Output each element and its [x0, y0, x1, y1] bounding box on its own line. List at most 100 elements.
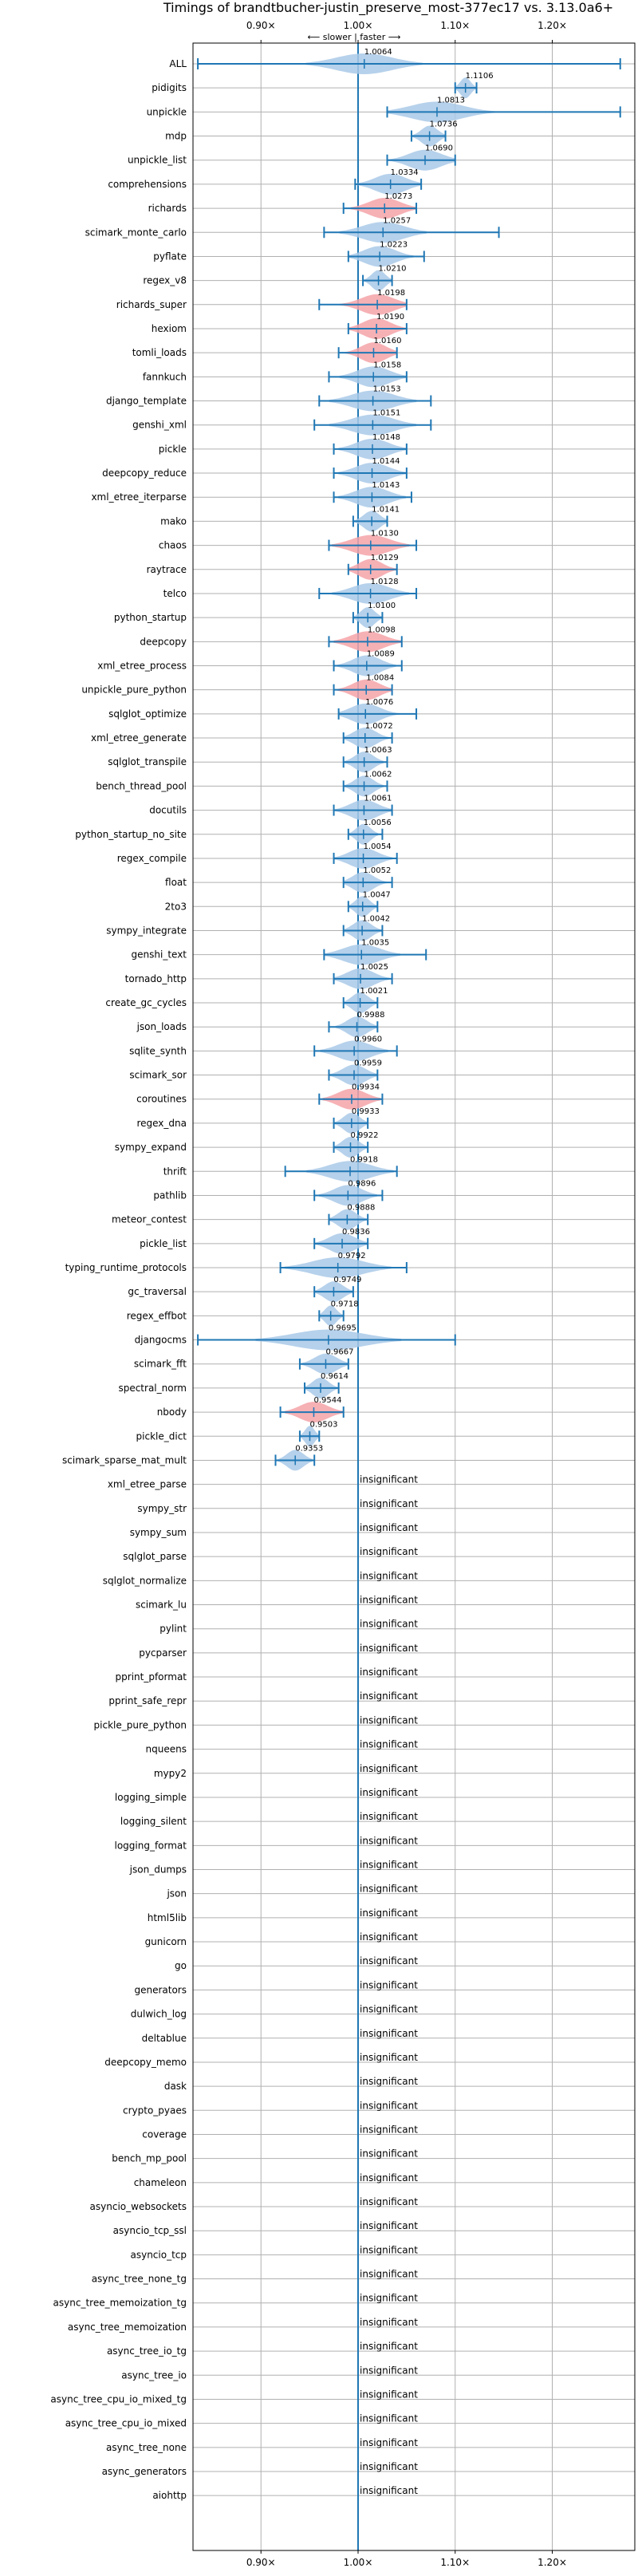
benchmark-label: pidigits [152, 82, 187, 93]
ratio-data-label: 1.0072 [365, 722, 393, 731]
benchmark-label: comprehensions [108, 179, 187, 190]
insignificant-label: insignificant [360, 2461, 418, 2472]
benchmark-label: async_tree_none_tg [92, 2274, 187, 2285]
insignificant-label: insignificant [360, 1619, 418, 1630]
ratio-data-label: 1.0061 [364, 795, 392, 803]
ratio-data-label: 1.0052 [363, 866, 391, 875]
x-tick-label-bottom: 1.20× [538, 2557, 567, 2568]
benchmark-label: pycparser [139, 1647, 187, 1659]
ratio-data-label: 1.0223 [380, 240, 408, 249]
benchmark-label: deepcopy [140, 636, 187, 647]
benchmark-label: html5lib [148, 1912, 187, 1923]
insignificant-label: insignificant [360, 2076, 418, 2087]
ratio-data-label: 1.0063 [364, 746, 392, 755]
ratio-data-label: 1.0158 [373, 361, 401, 369]
ratio-data-label: 1.0076 [365, 698, 393, 707]
ratio-data-label: 1.0098 [368, 625, 396, 634]
ratio-data-label: 0.9836 [342, 1228, 370, 1237]
violin-layer [197, 53, 621, 1471]
benchmark-label: async_tree_io_tg [107, 2345, 187, 2357]
benchmark-label: asyncio_tcp_ssl [113, 2225, 187, 2236]
insignificant-label: insignificant [360, 1498, 418, 1509]
insignificant-label: insignificant [360, 2485, 418, 2496]
x-tick-label-bottom: 1.10× [440, 2557, 470, 2568]
benchmark-label: xml_etree_process [97, 661, 187, 672]
benchmark-label: sqlglot_optimize [108, 708, 187, 720]
benchmark-label: raytrace [147, 564, 187, 575]
ratio-data-label: 1.0056 [364, 819, 392, 827]
insignificant-label: insignificant [360, 1714, 418, 1726]
insignificant-label: insignificant [360, 2148, 418, 2160]
benchmark-label: unpickle_list [128, 155, 187, 166]
insignificant-label: insignificant [360, 2269, 418, 2280]
insignificant-label: insignificant [360, 1595, 418, 1606]
ratio-data-label: 0.9614 [321, 1372, 349, 1381]
ratio-data-label: 0.9353 [295, 1444, 323, 1453]
insignificant-label: insignificant [360, 2437, 418, 2448]
benchmark-label: logging_format [114, 1840, 187, 1851]
ratio-data-label: 0.9718 [331, 1300, 359, 1308]
benchmark-label: python_startup [114, 612, 187, 623]
benchmark-label: tomli_loads [132, 347, 187, 358]
benchmark-label: async_tree_io [121, 2369, 187, 2381]
benchmark-label: meteor_contest [112, 1214, 187, 1225]
benchmark-label: logging_silent [120, 1816, 187, 1827]
ratio-data-label: 1.0042 [362, 914, 390, 923]
ratio-data-label: 1.0153 [373, 385, 401, 394]
plot-frame [192, 42, 636, 2551]
x-tick-label-top: 1.00× [344, 20, 373, 31]
benchmark-label: tornado_http [125, 973, 187, 984]
benchmark-label: django_template [106, 396, 187, 407]
benchmark-label: scimark_sor [129, 1070, 187, 1081]
insignificant-label: insignificant [360, 1643, 418, 1654]
benchmark-label: asyncio_websockets [90, 2201, 187, 2212]
benchmark-label: richards [148, 203, 187, 214]
benchmark-label: pathlib [153, 1189, 187, 1201]
insignificant-label: insignificant [360, 2004, 418, 2015]
benchmark-label: deepcopy_reduce [102, 467, 187, 479]
insignificant-label: insignificant [360, 1667, 418, 1678]
benchmark-label: pickle_dict [136, 1430, 187, 1442]
ratio-data-label: 1.0144 [372, 457, 400, 466]
benchmark-label: coverage [142, 2128, 187, 2140]
ratio-data-label: 1.0736 [430, 120, 458, 129]
insignificant-label: insignificant [360, 1835, 418, 1846]
ratio-data-label: 1.0148 [372, 433, 400, 442]
benchmark-label: deltablue [142, 2033, 187, 2044]
ratio-data-label: 0.9933 [352, 1107, 380, 1116]
ratio-data-label: 1.0054 [364, 842, 392, 851]
bottom-tick-labels: 0.90× 1.00× 1.10× 1.20× [246, 2550, 567, 2568]
ratio-data-label: 1.0334 [391, 168, 419, 177]
benchmark-label: json_loads [136, 1021, 187, 1032]
benchmark-label: pyflate [153, 250, 187, 262]
benchmark-label: sympy_expand [115, 1142, 187, 1153]
benchmark-label: regex_dna [136, 1118, 187, 1129]
benchmark-label: pylint [160, 1623, 187, 1635]
benchmark-label: coroutines [136, 1094, 187, 1105]
benchmark-label: gunicorn [145, 1936, 187, 1947]
benchmark-label: sqlglot_normalize [103, 1575, 187, 1586]
benchmark-label: thrift [163, 1166, 187, 1177]
benchmark-label: json_dumps [129, 1864, 187, 1876]
benchmark-label: djangocms [135, 1335, 187, 1346]
ratio-data-label: 1.0084 [366, 674, 394, 683]
benchmark-label: mako [160, 515, 187, 527]
ratio-data-label: 1.0021 [360, 987, 388, 996]
top-tick-labels: 0.90× 1.00× 1.10× 1.20× [246, 20, 567, 43]
benchmark-label: float [165, 877, 187, 888]
benchmark-label: logging_simple [115, 1792, 187, 1803]
insignificant-label: insignificant [360, 2389, 418, 2400]
ratio-data-label: 0.9888 [347, 1204, 375, 1213]
insignificant-label: insignificant [360, 1979, 418, 1990]
insignificant-label: insignificant [360, 1474, 418, 1485]
insignificant-label: insignificant [360, 2317, 418, 2328]
ratio-data-label: 1.0151 [372, 409, 400, 418]
ratio-data-label: 0.9667 [325, 1348, 353, 1357]
ratio-data-label: 1.0257 [383, 216, 411, 225]
benchmark-label: 2to3 [165, 901, 187, 912]
insignificant-label: insignificant [360, 2124, 418, 2135]
benchmark-label: dask [164, 2081, 187, 2092]
insignificant-label: insignificant [360, 2196, 418, 2207]
benchmark-label: richards_super [116, 299, 187, 310]
benchmark-label: async_tree_memoization [68, 2322, 187, 2333]
